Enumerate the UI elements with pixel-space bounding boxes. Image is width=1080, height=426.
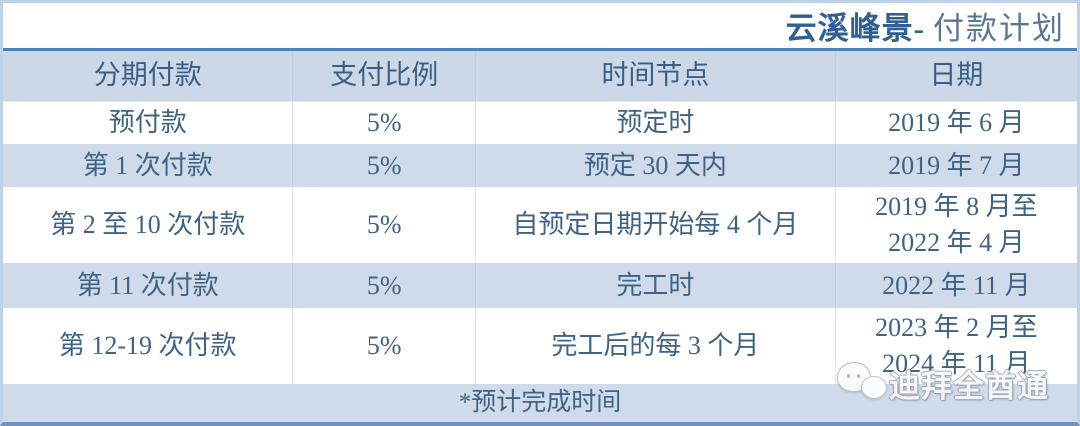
- table-row: 第 1 次付款 5% 预定 30 天内 2019 年 7 月: [3, 144, 1077, 187]
- payment-plan-table: 分期付款 支付比例 时间节点 日期 预付款 5% 预定时 2019 年 6 月 …: [3, 51, 1077, 422]
- cell-ratio: 5%: [292, 101, 476, 144]
- column-header-milestone: 时间节点: [475, 51, 836, 102]
- table-footnote-row: *预计完成时间: [3, 384, 1077, 422]
- cell-date: 2023 年 2 月至 2024 年 11 月: [834, 308, 1077, 384]
- page-title: 付款计划: [933, 11, 1065, 46]
- table-header-row: 分期付款 支付比例 时间节点 日期: [3, 51, 1077, 102]
- cell-ratio: 5%: [292, 263, 476, 308]
- cell-ratio: 5%: [292, 308, 476, 384]
- cell-installment: 第 1 次付款: [82, 150, 213, 180]
- column-header-installment: 分期付款: [3, 51, 293, 102]
- cell-date: 2022 年 11 月: [834, 263, 1077, 308]
- table-row: 第 11 次付款 5% 完工时 2022 年 11 月: [3, 263, 1077, 308]
- title-bar: 云溪峰景- 付款计划: [3, 3, 1077, 48]
- cell-milestone: 自预定日期开始每 4 个月: [475, 187, 836, 263]
- cell-milestone: 预定时: [475, 101, 836, 144]
- date-line: 2019 年 6 月: [888, 107, 1025, 137]
- cell-milestone: 完工时: [475, 263, 836, 308]
- cell-installment: 第 12-19 次付款: [58, 331, 237, 361]
- cell-milestone: 预定 30 天内: [475, 144, 836, 187]
- table-row: 第 12-19 次付款 5% 完工后的每 3 个月 2023 年 2 月至 20…: [3, 308, 1077, 384]
- date-line: 2022 年 4 月: [888, 228, 1025, 257]
- column-header-date: 日期: [834, 51, 1077, 102]
- footnote: *预计完成时间: [3, 384, 1077, 422]
- cell-date: 2019 年 7 月: [834, 144, 1077, 187]
- cell-ratio: 5%: [292, 144, 476, 187]
- date-line: 2019 年 7 月: [888, 150, 1025, 180]
- date-line: 2022 年 11 月: [882, 270, 1031, 300]
- project-name: 云溪峰景-: [785, 11, 925, 46]
- cell-installment: 第 11 次付款: [76, 270, 219, 300]
- cell-date: 2019 年 8 月至 2022 年 4 月: [834, 187, 1077, 263]
- cell-installment: 预付款: [108, 107, 187, 137]
- table-row: 第 2 至 10 次付款 5% 自预定日期开始每 4 个月 2019 年 8 月…: [3, 187, 1077, 263]
- title-divider: [3, 48, 1077, 51]
- date-line: 2024 年 11 月: [882, 349, 1031, 378]
- date-line: 2023 年 2 月至: [875, 313, 1038, 342]
- column-header-ratio: 支付比例: [292, 51, 476, 102]
- cell-ratio: 5%: [292, 187, 476, 263]
- table-row: 预付款 5% 预定时 2019 年 6 月: [3, 101, 1077, 144]
- date-line: 2019 年 8 月至: [875, 192, 1038, 221]
- cell-date: 2019 年 6 月: [834, 101, 1077, 144]
- cell-installment: 第 2 至 10 次付款: [50, 210, 246, 240]
- cell-milestone: 完工后的每 3 个月: [475, 308, 836, 384]
